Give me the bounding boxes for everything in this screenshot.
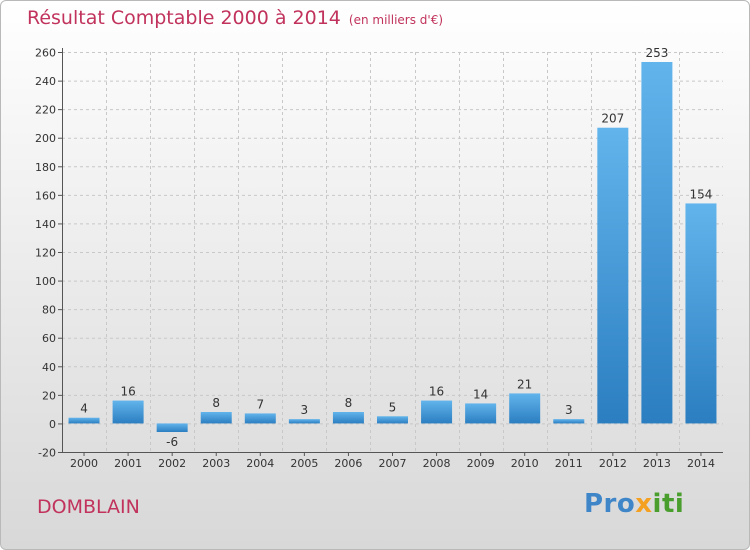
x-tick-label: 2008 bbox=[423, 457, 451, 470]
bar-2011 bbox=[553, 419, 585, 424]
bar-2014 bbox=[685, 203, 717, 424]
bar-2001 bbox=[112, 400, 144, 424]
data-label-2000: 4 bbox=[80, 402, 88, 416]
data-label-2013: 253 bbox=[645, 46, 668, 60]
bar-2013 bbox=[641, 62, 673, 424]
x-tick-label: 2005 bbox=[290, 457, 318, 470]
data-label-2011: 3 bbox=[565, 403, 573, 417]
y-tick-label: 40 bbox=[42, 361, 56, 374]
data-label-2001: 16 bbox=[120, 385, 135, 399]
proxiti-logo: Proxiti bbox=[584, 489, 684, 519]
y-tick-label: 60 bbox=[42, 332, 56, 345]
logo-suffix: iti bbox=[652, 489, 685, 519]
x-tick-label: 2011 bbox=[555, 457, 583, 470]
data-label-2014: 154 bbox=[690, 187, 713, 201]
x-tick-label: 2012 bbox=[599, 457, 627, 470]
x-tick-label: 2007 bbox=[379, 457, 407, 470]
chart-title: Résultat Comptable 2000 à 2014 (en millie… bbox=[27, 7, 443, 29]
y-tick-label: 120 bbox=[35, 247, 56, 260]
y-tick-label: 100 bbox=[35, 275, 56, 288]
x-tick-label: 2002 bbox=[158, 457, 186, 470]
logo-x: x bbox=[635, 489, 653, 519]
data-label-2003: 8 bbox=[212, 396, 220, 410]
bar-2008 bbox=[421, 400, 453, 424]
y-tick-label: 140 bbox=[35, 218, 56, 231]
bar-2004 bbox=[244, 413, 276, 424]
y-tick-label: 0 bbox=[49, 418, 56, 431]
location-name: DOMBLAIN bbox=[37, 496, 140, 518]
logo-prefix: Pro bbox=[584, 489, 636, 519]
x-tick-label: 2013 bbox=[643, 457, 671, 470]
bar-2012 bbox=[597, 127, 629, 424]
data-label-2008: 16 bbox=[429, 385, 444, 399]
x-tick-label: 2014 bbox=[687, 457, 715, 470]
x-tick-label: 2004 bbox=[246, 457, 274, 470]
y-tick-label: 180 bbox=[35, 161, 56, 174]
bar-2000 bbox=[68, 417, 100, 424]
bar-2003 bbox=[200, 412, 232, 424]
x-tick-label: 2000 bbox=[70, 457, 98, 470]
bar-2007 bbox=[377, 416, 408, 424]
y-tick-label: -20 bbox=[38, 447, 56, 460]
bar-2009 bbox=[465, 403, 497, 424]
y-tick-label: 80 bbox=[42, 304, 56, 317]
x-tick-label: 2010 bbox=[511, 457, 539, 470]
x-tick-label: 2009 bbox=[467, 457, 495, 470]
data-label-2010: 21 bbox=[517, 377, 532, 391]
x-tick-label: 2003 bbox=[202, 457, 230, 470]
bar-2002 bbox=[156, 423, 188, 432]
data-label-2009: 14 bbox=[473, 387, 488, 401]
y-tick-label: 200 bbox=[35, 132, 56, 145]
y-tick-label: 20 bbox=[42, 389, 56, 402]
chart-unit-label: (en milliers d'€) bbox=[348, 13, 444, 27]
chart-title-text: Résultat Comptable 2000 à 2014 bbox=[27, 7, 341, 29]
data-label-2005: 3 bbox=[301, 403, 309, 417]
y-tick-label: 240 bbox=[35, 75, 56, 88]
bar-2005 bbox=[288, 419, 320, 424]
x-tick-label: 2001 bbox=[114, 457, 142, 470]
bar-2006 bbox=[332, 412, 364, 424]
data-label-2002: -6 bbox=[166, 435, 178, 449]
y-tick-label: 160 bbox=[35, 189, 56, 202]
x-tick-label: 2006 bbox=[334, 457, 362, 470]
data-label-2004: 7 bbox=[256, 397, 264, 411]
data-label-2012: 207 bbox=[601, 112, 624, 126]
data-label-2007: 5 bbox=[389, 400, 397, 414]
bar-2010 bbox=[509, 393, 541, 424]
y-tick-label: 260 bbox=[35, 47, 56, 60]
y-tick-label: 220 bbox=[35, 104, 56, 117]
data-label-2006: 8 bbox=[345, 396, 353, 410]
